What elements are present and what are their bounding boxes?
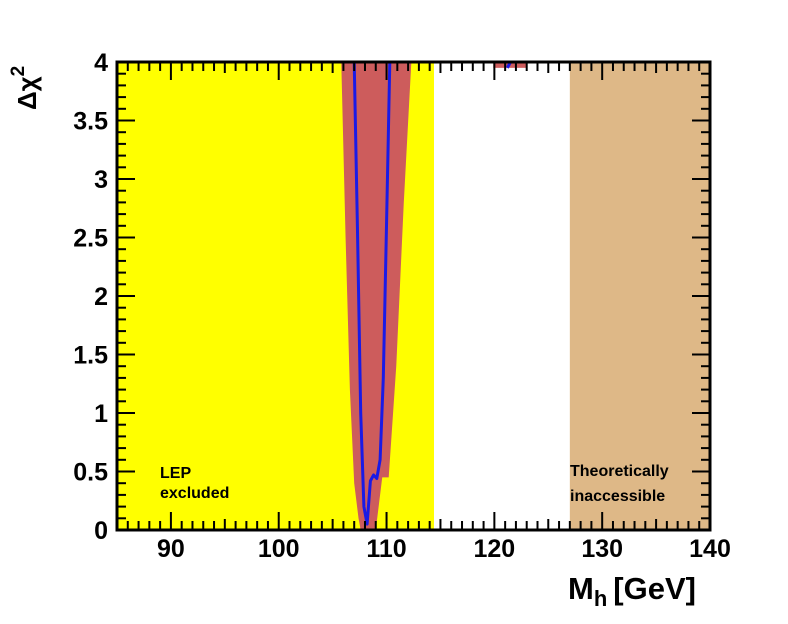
y-axis-title: Δχ2 [8,66,42,110]
y-tick-label: 3 [94,166,108,194]
x-tick-label: 120 [474,535,516,563]
lep-label-line1: LEP [160,465,191,482]
x-tick-label: 140 [689,535,731,563]
y-tick-label: 1 [94,400,108,428]
regions-layer [117,62,710,530]
y-axis-title-sup: 2 [8,66,29,77]
y-tick-label: 2.5 [73,225,108,253]
ticks-layer [116,61,711,531]
y-tick-label: 1.5 [73,342,108,370]
y-tick-label: 2 [94,283,108,311]
series-line-0 [352,61,392,526]
y-tick-label: 3.5 [73,108,108,136]
x-axis-title-main: M [568,571,594,606]
y-tick-label: 4 [94,49,108,77]
x-tick-label: 110 [366,535,406,563]
x-axis-title-sub: h [594,586,607,611]
x-axis-title-unit: [GeV] [613,571,696,606]
theory-label-line2: inaccessible [570,488,665,505]
y-tick-label: 0 [94,517,108,545]
y-tick-label: 0.5 [73,459,108,487]
tick-labels-layer: 90 100 110 120 130 140 0 0.5 1 1.5 2 2.5 3 3.5 4 [73,49,731,563]
x-tick-label: 100 [258,535,300,563]
uncertainty-band [341,62,412,530]
theory-label-line1: Theoretically [570,463,669,480]
lep-label-line2: excluded [160,485,229,502]
y-axis-title-main: Δχ [12,76,42,110]
x-axis-title: Mh [GeV] [568,571,696,611]
region-1 [569,62,710,530]
uncertainty-band-layer [341,62,527,530]
x-tick-label: 130 [581,535,623,563]
x-tick-label: 90 [157,535,185,563]
